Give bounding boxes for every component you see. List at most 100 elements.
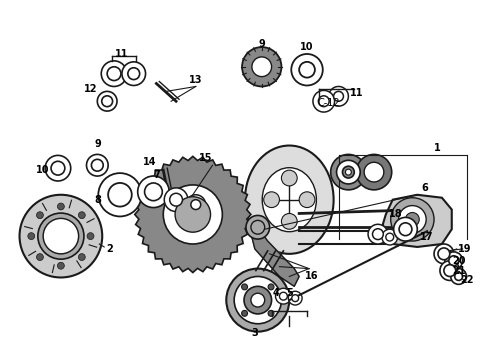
Circle shape <box>175 197 211 232</box>
Circle shape <box>288 291 302 305</box>
Circle shape <box>45 156 71 181</box>
Circle shape <box>334 91 343 101</box>
Circle shape <box>345 169 351 175</box>
Circle shape <box>226 269 289 332</box>
Circle shape <box>57 203 64 210</box>
Circle shape <box>264 192 279 208</box>
Text: 19: 19 <box>458 244 471 254</box>
Circle shape <box>393 217 417 241</box>
Circle shape <box>438 248 450 260</box>
Circle shape <box>78 253 85 261</box>
Circle shape <box>251 293 265 307</box>
Text: 20: 20 <box>452 256 466 266</box>
Circle shape <box>36 253 44 261</box>
Circle shape <box>108 183 132 207</box>
Circle shape <box>291 54 323 85</box>
Circle shape <box>275 288 291 304</box>
Circle shape <box>87 233 94 239</box>
Circle shape <box>122 62 146 85</box>
Circle shape <box>343 166 354 178</box>
Text: 22: 22 <box>460 275 473 285</box>
Text: 6: 6 <box>422 183 429 193</box>
Circle shape <box>440 261 460 280</box>
Text: 13: 13 <box>189 75 202 85</box>
Text: 11: 11 <box>115 49 129 59</box>
Ellipse shape <box>245 145 334 254</box>
Circle shape <box>451 269 466 284</box>
Circle shape <box>329 86 348 106</box>
Circle shape <box>102 96 113 107</box>
Text: 10: 10 <box>36 165 50 175</box>
Polygon shape <box>135 156 251 273</box>
Text: 17: 17 <box>420 232 434 242</box>
Circle shape <box>234 276 281 324</box>
Circle shape <box>313 90 335 112</box>
Text: 4: 4 <box>272 288 279 298</box>
Circle shape <box>244 286 271 314</box>
Polygon shape <box>252 227 299 286</box>
Circle shape <box>242 284 247 290</box>
Circle shape <box>145 183 162 201</box>
Text: 3: 3 <box>251 328 258 338</box>
Circle shape <box>268 284 274 290</box>
Circle shape <box>444 265 456 276</box>
Circle shape <box>170 193 182 206</box>
Circle shape <box>138 176 169 208</box>
Circle shape <box>128 68 140 80</box>
Circle shape <box>252 57 271 77</box>
Circle shape <box>292 295 299 302</box>
Circle shape <box>78 212 85 219</box>
Circle shape <box>101 61 127 86</box>
Circle shape <box>242 47 281 86</box>
Circle shape <box>445 252 463 270</box>
Text: 9: 9 <box>258 39 265 49</box>
Circle shape <box>268 310 274 316</box>
Circle shape <box>191 200 201 210</box>
Circle shape <box>364 162 384 182</box>
Polygon shape <box>383 195 452 247</box>
Text: 8: 8 <box>95 195 102 205</box>
Text: 1: 1 <box>434 144 441 153</box>
Circle shape <box>246 215 270 239</box>
Text: 14: 14 <box>143 157 156 167</box>
Circle shape <box>164 188 188 212</box>
Circle shape <box>434 244 454 264</box>
Circle shape <box>279 292 287 300</box>
Text: 16: 16 <box>305 271 318 282</box>
Circle shape <box>98 91 117 111</box>
Circle shape <box>281 170 297 186</box>
Text: 10: 10 <box>300 42 314 52</box>
Circle shape <box>372 229 383 239</box>
Text: 9: 9 <box>95 139 101 149</box>
Circle shape <box>337 160 360 184</box>
Circle shape <box>107 67 121 81</box>
Circle shape <box>20 195 102 278</box>
Circle shape <box>398 206 426 233</box>
Circle shape <box>386 233 393 241</box>
Text: 21: 21 <box>452 266 466 276</box>
Circle shape <box>299 62 315 78</box>
Circle shape <box>92 159 103 171</box>
Circle shape <box>38 213 84 259</box>
Text: 2: 2 <box>107 244 114 254</box>
Circle shape <box>51 161 65 175</box>
Circle shape <box>281 213 297 229</box>
Circle shape <box>299 192 315 208</box>
Circle shape <box>382 229 397 245</box>
Ellipse shape <box>262 168 317 232</box>
Circle shape <box>28 233 35 239</box>
Circle shape <box>98 173 142 216</box>
Text: 5: 5 <box>286 288 293 298</box>
Circle shape <box>242 310 247 316</box>
Text: 7: 7 <box>153 170 160 180</box>
Circle shape <box>163 185 222 244</box>
Text: 15: 15 <box>199 153 212 163</box>
Circle shape <box>399 223 412 236</box>
Circle shape <box>368 224 388 244</box>
Text: 18: 18 <box>389 210 402 220</box>
Circle shape <box>86 154 108 176</box>
Text: 12: 12 <box>84 84 97 94</box>
Circle shape <box>331 154 366 190</box>
Circle shape <box>449 256 459 266</box>
Circle shape <box>406 212 419 226</box>
